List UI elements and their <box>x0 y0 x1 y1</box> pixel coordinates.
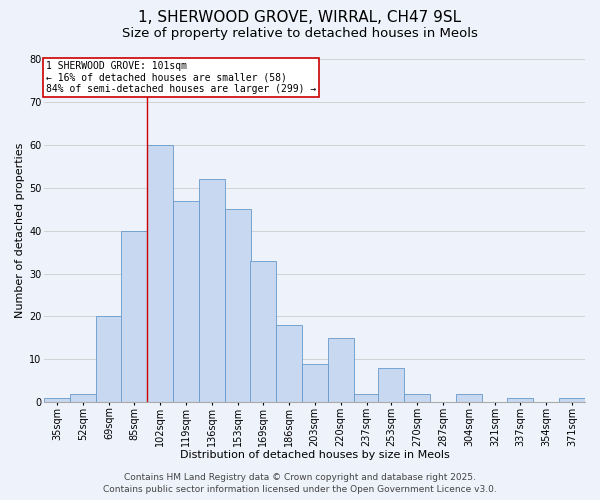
Bar <box>559 398 585 402</box>
Y-axis label: Number of detached properties: Number of detached properties <box>15 143 25 318</box>
Bar <box>507 398 533 402</box>
Bar <box>173 200 199 402</box>
Text: Contains HM Land Registry data © Crown copyright and database right 2025.
Contai: Contains HM Land Registry data © Crown c… <box>103 473 497 494</box>
Bar <box>302 364 328 403</box>
Bar <box>97 316 122 402</box>
Bar <box>147 145 173 403</box>
Bar <box>44 398 70 402</box>
Bar <box>404 394 430 402</box>
Bar <box>225 209 251 402</box>
X-axis label: Distribution of detached houses by size in Meols: Distribution of detached houses by size … <box>180 450 449 460</box>
Text: 1, SHERWOOD GROVE, WIRRAL, CH47 9SL: 1, SHERWOOD GROVE, WIRRAL, CH47 9SL <box>139 10 461 25</box>
Bar <box>199 179 225 402</box>
Bar <box>328 338 354 402</box>
Bar <box>354 394 380 402</box>
Text: 1 SHERWOOD GROVE: 101sqm
← 16% of detached houses are smaller (58)
84% of semi-d: 1 SHERWOOD GROVE: 101sqm ← 16% of detach… <box>46 61 316 94</box>
Bar <box>121 230 147 402</box>
Bar <box>275 325 302 402</box>
Bar <box>250 260 275 402</box>
Bar <box>378 368 404 402</box>
Text: Size of property relative to detached houses in Meols: Size of property relative to detached ho… <box>122 28 478 40</box>
Bar <box>457 394 482 402</box>
Bar <box>70 394 97 402</box>
